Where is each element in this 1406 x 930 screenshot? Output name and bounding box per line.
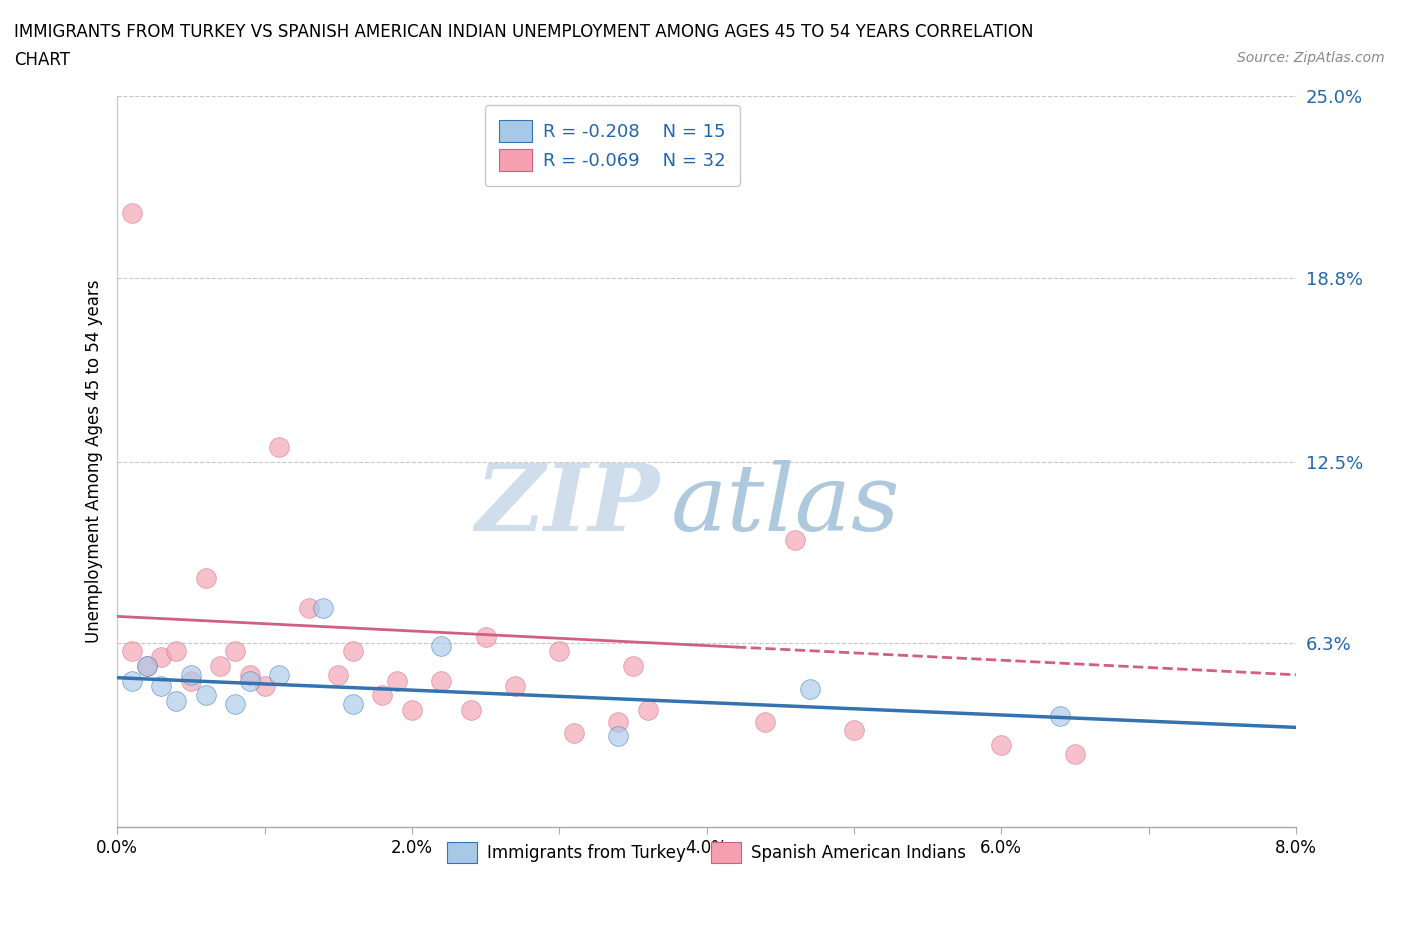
Point xyxy=(165,644,187,658)
Point xyxy=(194,688,217,703)
Point xyxy=(621,658,644,673)
Point xyxy=(135,658,157,673)
Point xyxy=(430,673,453,688)
Legend: Immigrants from Turkey, Spanish American Indians: Immigrants from Turkey, Spanish American… xyxy=(440,836,973,870)
Point xyxy=(121,644,143,658)
Point xyxy=(460,702,482,717)
Point xyxy=(239,673,262,688)
Point xyxy=(783,533,806,548)
Point xyxy=(194,571,217,586)
Point xyxy=(224,644,246,658)
Text: ZIP: ZIP xyxy=(475,460,659,551)
Point xyxy=(298,600,321,615)
Point xyxy=(607,714,630,729)
Point xyxy=(607,729,630,744)
Point xyxy=(312,600,335,615)
Point xyxy=(1064,746,1087,761)
Point xyxy=(180,673,202,688)
Point xyxy=(135,658,157,673)
Point xyxy=(637,702,659,717)
Text: CHART: CHART xyxy=(14,51,70,69)
Point xyxy=(253,679,276,694)
Point xyxy=(269,440,291,455)
Point xyxy=(342,697,364,711)
Point xyxy=(269,668,291,683)
Point xyxy=(371,688,394,703)
Point xyxy=(990,737,1012,752)
Point xyxy=(121,206,143,220)
Point xyxy=(165,694,187,709)
Text: IMMIGRANTS FROM TURKEY VS SPANISH AMERICAN INDIAN UNEMPLOYMENT AMONG AGES 45 TO : IMMIGRANTS FROM TURKEY VS SPANISH AMERIC… xyxy=(14,23,1033,41)
Point xyxy=(503,679,526,694)
Point xyxy=(150,650,173,665)
Text: atlas: atlas xyxy=(671,460,901,551)
Point xyxy=(385,673,408,688)
Point xyxy=(430,638,453,653)
Point xyxy=(754,714,776,729)
Point xyxy=(328,668,350,683)
Point xyxy=(342,644,364,658)
Point xyxy=(121,673,143,688)
Point xyxy=(150,679,173,694)
Point xyxy=(180,668,202,683)
Point xyxy=(799,682,821,697)
Y-axis label: Unemployment Among Ages 45 to 54 years: Unemployment Among Ages 45 to 54 years xyxy=(86,280,103,644)
Point xyxy=(239,668,262,683)
Point xyxy=(562,725,585,740)
Point xyxy=(1049,709,1071,724)
Point xyxy=(548,644,571,658)
Text: Source: ZipAtlas.com: Source: ZipAtlas.com xyxy=(1237,51,1385,65)
Point xyxy=(842,723,865,737)
Point xyxy=(209,658,232,673)
Point xyxy=(224,697,246,711)
Point xyxy=(401,702,423,717)
Point xyxy=(474,630,496,644)
